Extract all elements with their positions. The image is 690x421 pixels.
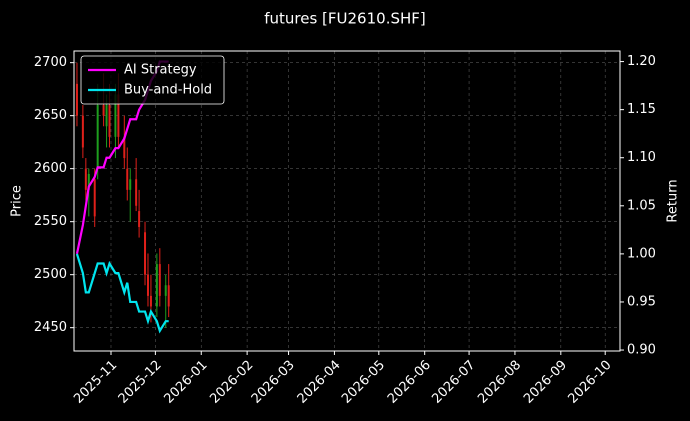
x-tick-label: 2026-04 (295, 358, 344, 407)
candle-body (81, 115, 84, 148)
legend-label: Buy-and-Hold (124, 83, 212, 98)
candle-body (126, 168, 129, 190)
y-tick-label: 2550 (34, 214, 67, 229)
candle-body (105, 105, 108, 127)
y2-axis-label: Return (666, 179, 681, 222)
candle-body (144, 232, 147, 275)
candle-body (123, 136, 126, 159)
y2-tick-label: 0.95 (627, 294, 656, 309)
plot-frame (73, 50, 621, 352)
x-tick-label: 2026-02 (207, 358, 256, 407)
y-tick-label: 2700 (34, 55, 67, 70)
chart-title: futures [FU2610.SHF] (264, 10, 426, 28)
candle-body (164, 285, 167, 296)
candle-body (87, 173, 90, 190)
candle-body (155, 264, 158, 307)
x-tick-label: 2026-03 (249, 358, 298, 407)
candle-body (75, 83, 78, 116)
series-line (75, 253, 169, 334)
candle-body (129, 179, 132, 190)
candle-body (149, 295, 152, 307)
candle-body (117, 94, 120, 137)
y-axis-label: Price (10, 185, 25, 217)
candle-body (135, 179, 138, 206)
x-tick-label: 2026-05 (339, 358, 388, 407)
y2-tick-label: 1.15 (627, 102, 656, 117)
candle-body (93, 179, 96, 217)
x-tick-label: 2026-09 (521, 358, 570, 407)
y2-tick-label: 1.10 (627, 150, 656, 165)
x-tick-label: 2026-10 (565, 358, 614, 407)
x-tick-label: 2026-01 (162, 358, 211, 407)
x-tick-label: 2025-11 (71, 358, 120, 407)
candle-body (96, 105, 99, 169)
y2-tick-label: 1.20 (627, 54, 656, 69)
legend-box (80, 55, 225, 105)
candle-body (108, 105, 111, 137)
candle-body (167, 285, 170, 307)
x-tick-label: 2025-12 (116, 358, 165, 407)
y2-tick-label: 0.90 (627, 343, 656, 358)
y2-tick-label: 1.05 (627, 198, 656, 213)
legend-label: AI Strategy (124, 63, 197, 78)
y-tick-label: 2650 (34, 108, 67, 123)
y-tick-label: 2600 (34, 161, 67, 176)
y2-tick-label: 1.00 (627, 246, 656, 261)
candle-body (84, 168, 87, 190)
candle-body (114, 94, 117, 137)
x-tick-label: 2026-06 (385, 358, 434, 407)
candle-body (158, 264, 161, 296)
candle-body (138, 211, 141, 227)
candle-body (146, 274, 149, 296)
y-tick-label: 2450 (34, 320, 67, 335)
y-tick-label: 2500 (34, 267, 67, 282)
x-tick-label: 2026-07 (429, 358, 478, 407)
candle-body (102, 105, 105, 116)
x-tick-label: 2026-08 (475, 358, 524, 407)
